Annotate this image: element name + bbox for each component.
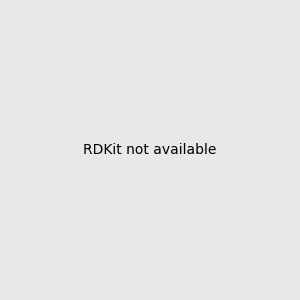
Text: RDKit not available: RDKit not available — [83, 143, 217, 157]
